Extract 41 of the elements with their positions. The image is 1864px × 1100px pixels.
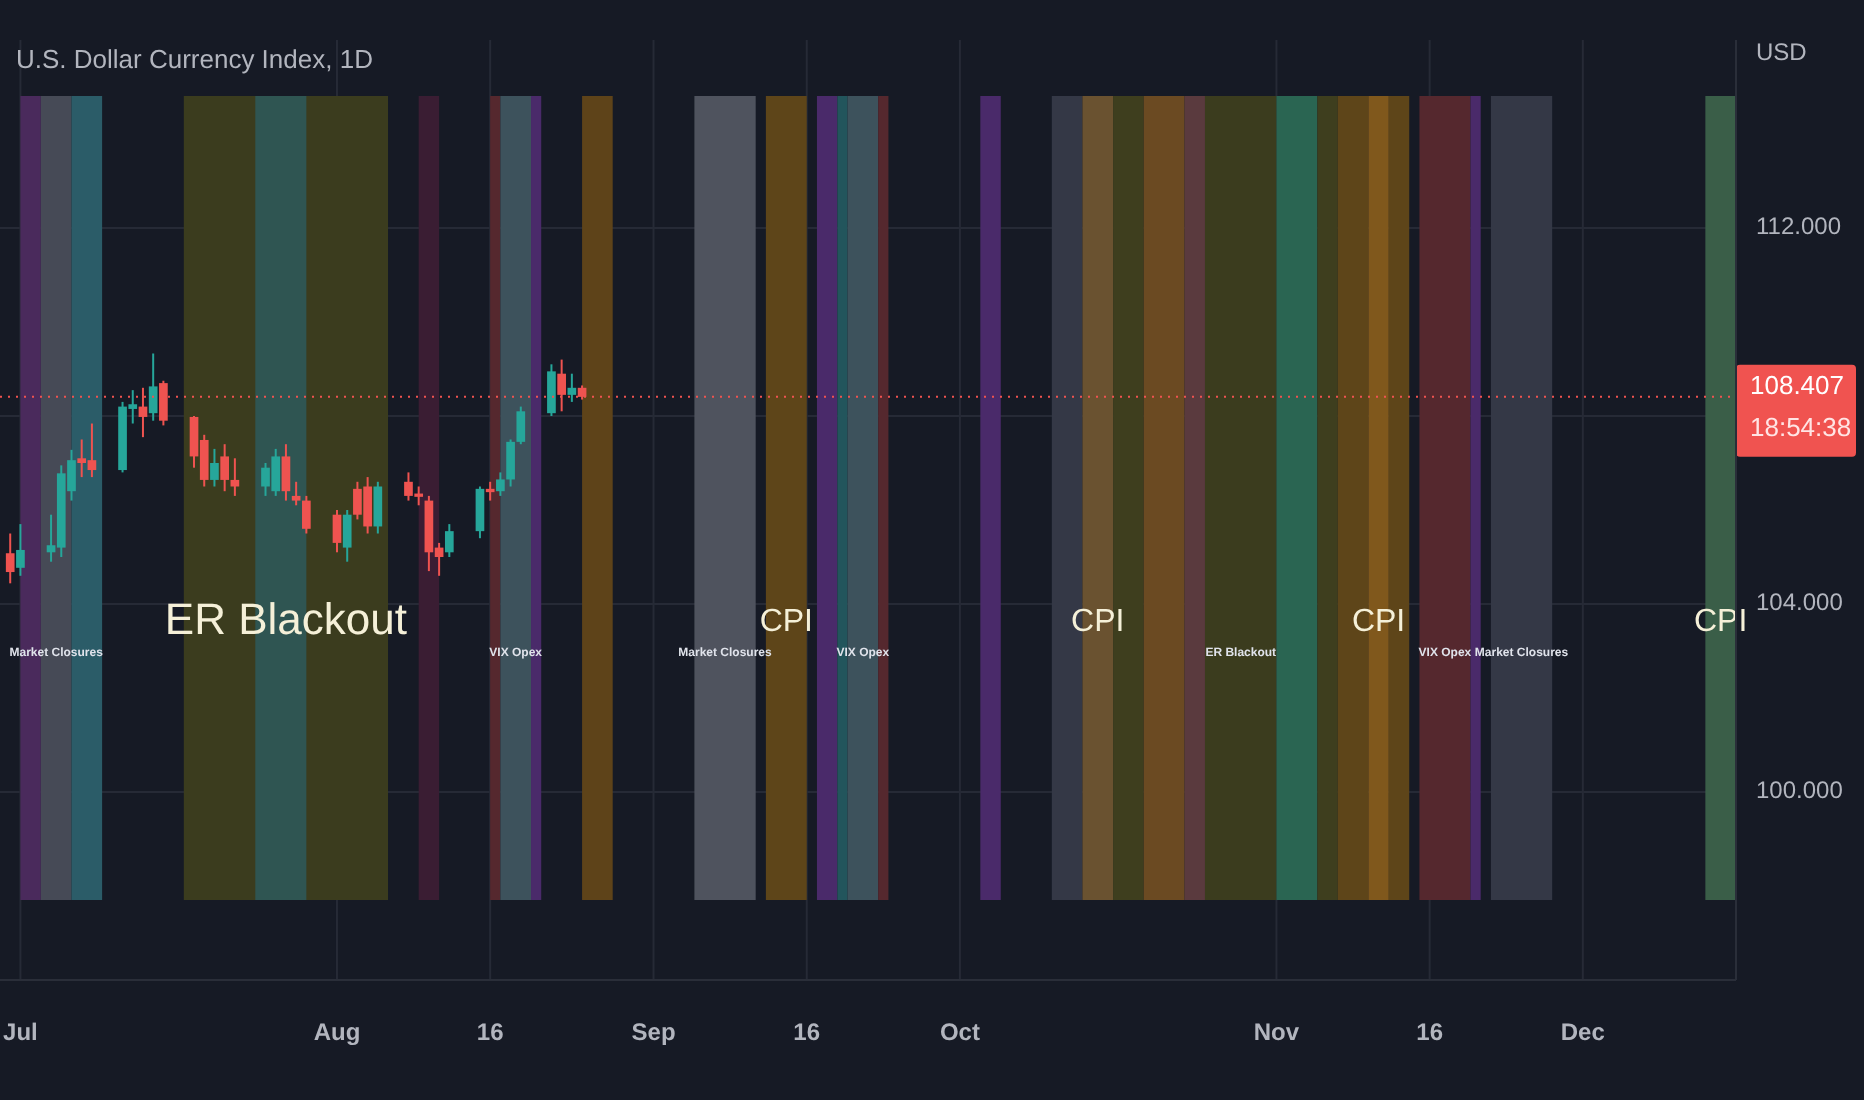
y-tick-label: 104.000 — [1756, 588, 1844, 617]
candlestick — [342, 509, 352, 563]
candlestick — [210, 447, 219, 488]
candlestick — [496, 471, 505, 497]
candlestick — [332, 509, 342, 554]
candlestick — [148, 352, 158, 422]
candlestick — [567, 372, 577, 403]
y-tick-label: 112.000 — [1756, 212, 1842, 241]
candlestick — [475, 485, 485, 540]
candlestick — [444, 523, 454, 558]
candlestick — [547, 363, 556, 417]
candlestick — [506, 438, 515, 488]
x-tick-label: Jul — [3, 1018, 38, 1046]
band-label: ER Blackout — [164, 594, 407, 645]
candlestick — [5, 532, 15, 585]
text: 18:54:38 — [1750, 411, 1852, 442]
candlestick — [230, 457, 240, 497]
candlestick — [373, 480, 383, 535]
candlestick — [291, 480, 301, 507]
candlestick — [281, 443, 291, 502]
y-axis-title: USD — [1756, 38, 1808, 66]
x-tick-label: Dec — [1560, 1018, 1606, 1046]
x-tick-label: Sep — [631, 1018, 676, 1046]
x-tick-label: 16 — [476, 1018, 505, 1046]
candlestick — [485, 480, 495, 502]
ref-line-label: 108.407 — [1750, 369, 1844, 400]
y-tick-label: 100.000 — [1756, 776, 1844, 805]
candlestick — [220, 443, 229, 493]
candlestick — [302, 494, 311, 535]
band-label: CPI — [1351, 605, 1406, 640]
band-label: CPI — [759, 605, 813, 640]
band-label: CPI — [1071, 605, 1125, 640]
candlestick — [516, 405, 526, 446]
band-label: CPI — [1694, 605, 1748, 640]
x-tick-label: 16 — [793, 1018, 821, 1046]
candlestick — [16, 523, 25, 577]
x-tick-label: Aug — [313, 1018, 361, 1046]
x-tick-label: 16 — [1416, 1018, 1444, 1046]
x-tick-label: Nov — [1253, 1018, 1300, 1046]
x-tick-label: Oct — [939, 1018, 980, 1046]
chart-title: U.S. Dollar Currency Index, 1D — [16, 44, 373, 74]
